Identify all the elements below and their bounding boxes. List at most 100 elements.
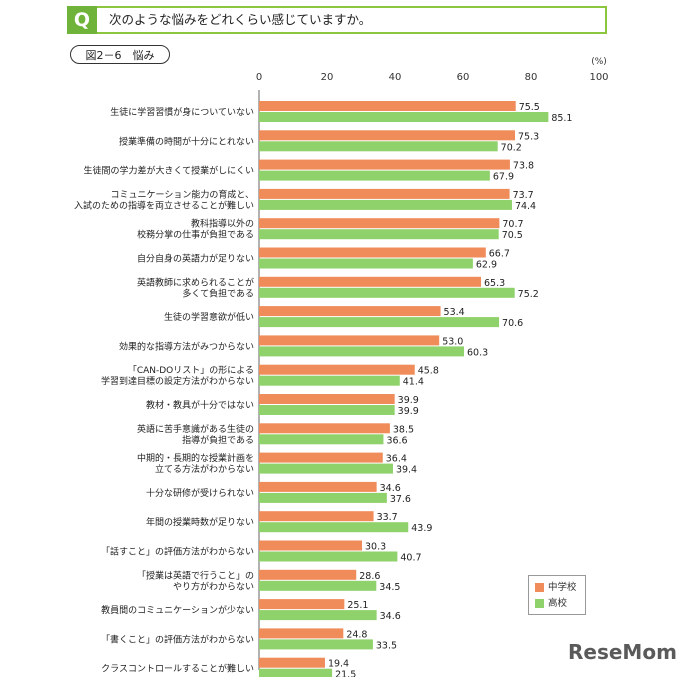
category-label: やり方がわからない — [173, 580, 254, 592]
value-label: 39.4 — [396, 465, 417, 476]
category-label: クラスコントロールすることが難しい — [101, 663, 254, 675]
category-label: コミュニケーション能力の育成と、 — [111, 188, 254, 200]
x-tick-label: 0 — [256, 72, 262, 83]
category-label: 「CAN-DOリスト」の形による — [128, 364, 254, 376]
value-label: 53.4 — [444, 307, 465, 318]
bar — [259, 159, 510, 170]
bar — [259, 170, 490, 181]
bar — [259, 610, 377, 621]
x-tick-label: 20 — [321, 72, 334, 83]
value-label: 75.3 — [518, 131, 539, 142]
category-label: 生徒の学習意欲が低い — [164, 311, 254, 323]
legend-swatch-series-1 — [535, 583, 544, 592]
category-label: 英語教師に求められることが — [137, 276, 254, 288]
value-label: 66.7 — [489, 249, 510, 260]
value-label: 34.6 — [380, 611, 401, 622]
value-label: 24.8 — [346, 629, 367, 640]
q-mark: Q — [67, 6, 97, 34]
value-label: 70.6 — [502, 318, 523, 329]
value-label: 34.5 — [379, 582, 400, 593]
category-label: 英語に苦手意識がある生徒の — [137, 423, 254, 435]
x-tick-label: 100 — [589, 72, 608, 83]
category-label: 立てる方法がわからない — [155, 463, 254, 475]
legend-swatch-series-2 — [535, 599, 544, 608]
category-label: 教材・教具が十分ではない — [146, 399, 254, 411]
value-label: 85.1 — [551, 113, 572, 124]
x-tick-label: 60 — [457, 72, 470, 83]
bar — [259, 276, 482, 287]
legend-item-series-2: 高校 — [535, 597, 567, 611]
bar — [259, 364, 415, 375]
value-label: 39.9 — [398, 395, 419, 406]
bar — [259, 229, 499, 240]
bar — [259, 101, 516, 111]
category-label: 年間の授業時数が足りない — [146, 516, 254, 528]
bar — [259, 628, 344, 639]
bar — [259, 492, 387, 503]
bar — [259, 599, 345, 610]
bar — [259, 346, 465, 357]
value-label: 37.6 — [390, 494, 411, 505]
value-label: 45.8 — [418, 366, 439, 377]
value-label: 73.8 — [513, 161, 534, 172]
bar — [259, 394, 395, 404]
value-label: 33.7 — [377, 512, 398, 523]
question-text: 次のような悩みをどれくらい感じていますか。 — [109, 12, 372, 27]
bar — [259, 434, 384, 445]
category-label: 教員間のコミュニケーションが少ない — [101, 604, 254, 616]
resemom-logo: ReseMom — [568, 640, 677, 664]
bar — [259, 668, 333, 677]
question-box: Q 次のような悩みをどれくらい感じていますか。 — [67, 6, 607, 34]
category-label: 「授業は英語で行うこと」の — [137, 569, 254, 581]
value-label: 38.5 — [393, 424, 414, 435]
category-label: 「話すこと」の評価方法がわからない — [101, 546, 254, 558]
bar — [259, 258, 473, 269]
value-label: 74.4 — [515, 201, 536, 212]
bar — [259, 580, 377, 591]
value-label: 73.7 — [513, 190, 534, 201]
value-label: 34.6 — [380, 483, 401, 494]
bar — [259, 112, 549, 122]
value-label: 70.5 — [502, 230, 523, 241]
bar — [259, 335, 440, 346]
bar — [259, 317, 500, 328]
bar — [259, 306, 441, 317]
category-label: 生徒に学習習慣が身についていない — [110, 106, 254, 118]
category-label: 多くて負担である — [182, 287, 254, 299]
bar — [259, 188, 510, 199]
value-label: 70.2 — [501, 142, 522, 153]
category-label: 入試のための指導を両立させることが難しい — [74, 199, 254, 211]
value-label: 65.3 — [484, 278, 505, 289]
bar — [259, 463, 393, 474]
value-label: 40.7 — [400, 553, 421, 564]
category-label: 「書くこと」の評価方法がわからない — [101, 633, 254, 645]
value-label: 53.0 — [442, 336, 463, 347]
value-label: 60.3 — [467, 347, 488, 358]
category-label: 効果的な指導方法がみつからない — [119, 340, 254, 352]
category-label: 指導が負担である — [182, 434, 254, 446]
value-label: 70.7 — [502, 219, 523, 230]
bar — [259, 199, 512, 210]
unit-label: (%) — [591, 57, 607, 67]
legend-item-series-1: 中学校 — [535, 581, 577, 595]
category-label: 中期的・長期的な授業計画を — [137, 452, 254, 464]
bar — [259, 569, 357, 580]
category-label: 校務分掌の仕事が負担である — [137, 229, 254, 241]
value-label: 43.9 — [411, 523, 432, 534]
bar — [259, 551, 398, 562]
x-tick-label: 40 — [389, 72, 402, 83]
category-label: 生徒間の学力差が大きくて授業がしにくい — [83, 165, 254, 177]
category-label: 十分な研修が受けられない — [146, 487, 254, 499]
value-label: 75.5 — [519, 102, 540, 113]
value-label: 75.2 — [518, 289, 539, 300]
value-label: 19.4 — [328, 659, 349, 670]
bar — [259, 540, 363, 551]
category-label: 学習到達目標の設定方法がわからない — [101, 375, 254, 387]
bar — [259, 481, 377, 492]
value-label: 21.5 — [335, 670, 356, 677]
bar — [259, 287, 515, 298]
legend: 中学校 高校 — [528, 575, 586, 615]
value-label: 39.9 — [398, 406, 419, 417]
bar — [259, 511, 374, 522]
x-tick-label: 80 — [525, 72, 538, 83]
